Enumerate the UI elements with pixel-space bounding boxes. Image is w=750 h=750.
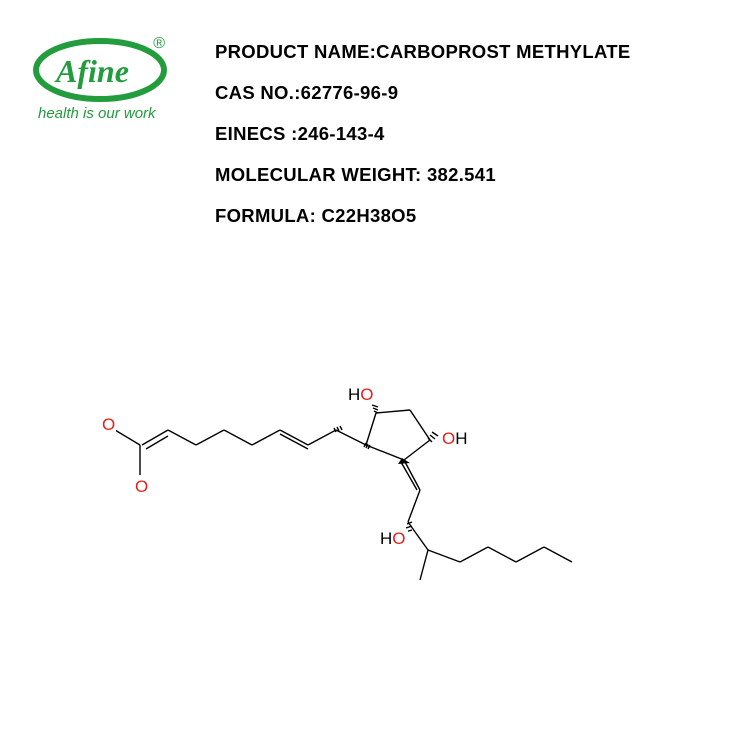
formula-label: FORMULA: xyxy=(215,205,321,226)
svg-text:O: O xyxy=(135,477,148,496)
svg-text:HO: HO xyxy=(380,529,406,548)
product-info: PRODUCT NAME:CARBOPROST METHYLATE CAS NO… xyxy=(190,35,720,246)
formula-row: FORMULA: C22H38O5 xyxy=(215,205,720,227)
svg-text:OH: OH xyxy=(442,429,468,448)
svg-text:O: O xyxy=(102,415,115,434)
company-logo: Afine ® health is our work xyxy=(30,35,190,122)
einecs-value: 246-143-4 xyxy=(298,123,385,144)
cas-row: CAS NO.:62776-96-9 xyxy=(215,82,720,104)
chemical-structure: O O HO OH HO xyxy=(80,350,670,680)
cas-value: 62776-96-9 xyxy=(301,82,399,103)
cas-label: CAS NO.: xyxy=(215,82,301,103)
product-name-value: CARBOPROST METHYLATE xyxy=(376,41,630,62)
einecs-label: EINECS : xyxy=(215,123,298,144)
logo-text: Afine xyxy=(54,53,129,89)
mw-label: MOLECULAR WEIGHT: xyxy=(215,164,427,185)
product-name-label: PRODUCT NAME: xyxy=(215,41,376,62)
product-name-row: PRODUCT NAME:CARBOPROST METHYLATE xyxy=(215,41,720,63)
formula-value: C22H38O5 xyxy=(321,205,416,226)
einecs-row: EINECS :246-143-4 xyxy=(215,123,720,145)
svg-text:HO: HO xyxy=(348,385,374,404)
trademark-symbol: ® xyxy=(153,35,165,53)
mw-row: MOLECULAR WEIGHT: 382.541 xyxy=(215,164,720,186)
mw-value: 382.541 xyxy=(427,164,496,185)
logo-tagline: health is our work xyxy=(38,105,190,122)
